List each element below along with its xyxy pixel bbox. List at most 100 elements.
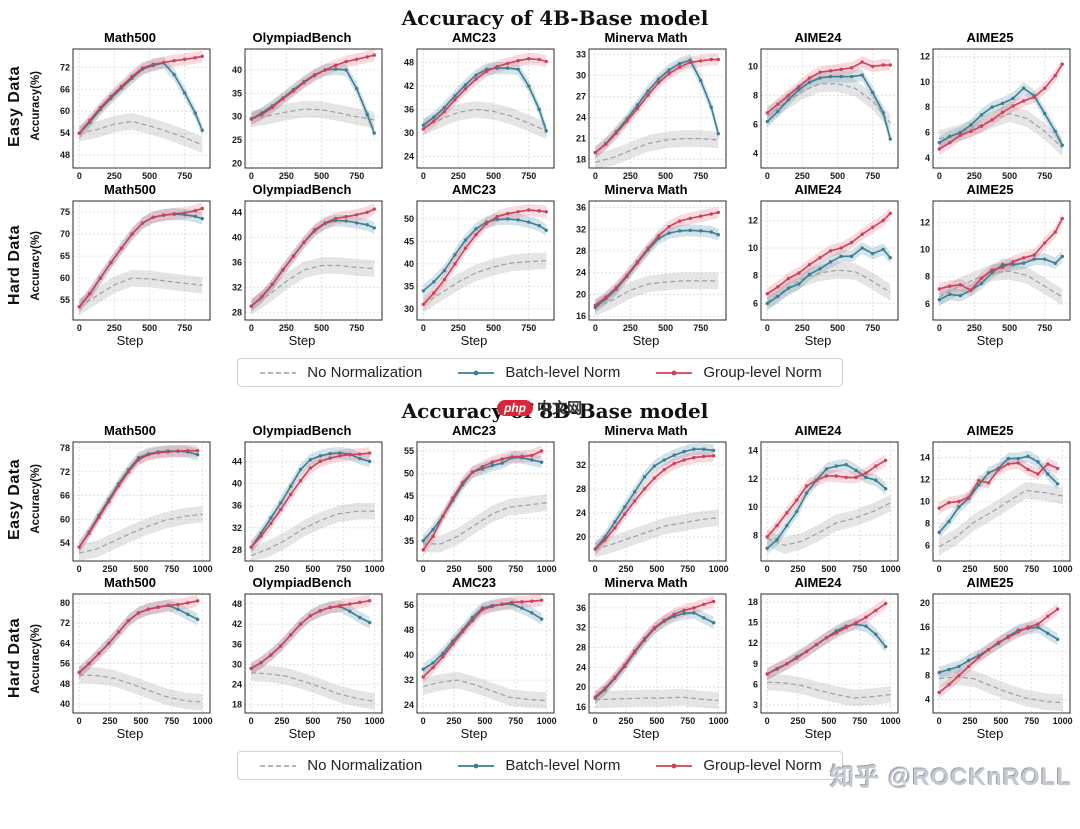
- svg-text:0: 0: [593, 564, 598, 574]
- svg-text:0: 0: [593, 716, 598, 726]
- svg-text:36: 36: [232, 257, 242, 267]
- svg-text:32: 32: [576, 623, 586, 633]
- svg-text:18: 18: [748, 597, 758, 607]
- chart-title: Math500: [103, 423, 157, 438]
- row-easy-data: Easy Data Accuracy(%) Math500 0 250 500 750 48 5…: [2, 30, 1080, 182]
- chart-title: OlympiadBench: [252, 30, 352, 45]
- svg-text:4: 4: [925, 153, 930, 163]
- svg-text:0: 0: [421, 564, 426, 574]
- svg-text:56: 56: [404, 600, 414, 610]
- svg-text:20: 20: [576, 289, 586, 299]
- row-easy-data: Easy Data Accuracy(%) Math500 0 250 500 750 100…: [2, 423, 1080, 575]
- svg-text:1000: 1000: [709, 716, 729, 726]
- svg-text:500: 500: [314, 323, 329, 333]
- legend-label: Group-level Norm: [703, 757, 822, 774]
- svg-text:0: 0: [249, 323, 254, 333]
- svg-text:0: 0: [249, 716, 254, 726]
- chart-plot: 0 250 500 750 1000 40 48 56 64 72 80: [60, 593, 213, 726]
- svg-text:250: 250: [447, 716, 462, 726]
- svg-text:500: 500: [658, 171, 673, 181]
- svg-text:0: 0: [421, 716, 426, 726]
- svg-text:250: 250: [103, 716, 118, 726]
- x-axis-label: Step: [116, 333, 144, 348]
- svg-text:750: 750: [177, 323, 192, 333]
- svg-text:250: 250: [967, 171, 982, 181]
- svg-text:28: 28: [232, 307, 242, 317]
- svg-text:10: 10: [920, 77, 930, 87]
- chart-plot: 0 250 500 750 18 21 24 27 30 33: [576, 48, 727, 181]
- svg-text:500: 500: [142, 323, 157, 333]
- chart-amc23-hard-data: AMC23 0 250 500 750 30 35 40 45 50 Step: [388, 182, 560, 349]
- php-watermark-text: 中文网: [537, 400, 583, 417]
- svg-text:48: 48: [404, 58, 414, 68]
- chart-title: AIME24: [794, 423, 842, 438]
- svg-text:0: 0: [249, 564, 254, 574]
- svg-text:24: 24: [576, 268, 586, 278]
- svg-text:500: 500: [993, 564, 1008, 574]
- section-8b: Accuracy of 8B-Base model Easy Data Accur…: [0, 399, 1080, 780]
- chart-plot: 0 250 500 750 1000 16 20 24 28 32 36: [576, 593, 729, 726]
- svg-text:6: 6: [925, 541, 930, 551]
- svg-text:54: 54: [60, 128, 70, 138]
- svg-text:18: 18: [576, 155, 586, 165]
- svg-text:36: 36: [576, 203, 586, 213]
- svg-text:33: 33: [576, 50, 586, 60]
- chart-title: Math500: [103, 182, 157, 197]
- x-axis-label: Step: [976, 726, 1004, 741]
- svg-text:48: 48: [404, 625, 414, 635]
- svg-text:250: 250: [107, 323, 122, 333]
- chart-plot: 0 250 500 750 1000 3 6 9 12 15 18: [748, 593, 901, 726]
- svg-text:1000: 1000: [193, 716, 213, 726]
- svg-text:40: 40: [404, 650, 414, 660]
- svg-text:750: 750: [852, 716, 867, 726]
- svg-text:28: 28: [576, 484, 586, 494]
- x-axis-label: Step: [804, 726, 832, 741]
- svg-text:28: 28: [576, 246, 586, 256]
- chart-plot: 0 250 500 750 30 35 40 45 50: [404, 200, 555, 333]
- svg-text:75: 75: [60, 207, 70, 217]
- legend-label: No Normalization: [307, 757, 423, 774]
- svg-text:500: 500: [142, 171, 157, 181]
- svg-text:250: 250: [279, 171, 294, 181]
- chart-plot: 0 250 500 750 6 8 10 12: [748, 200, 899, 333]
- legend-item-no-normalization: No Normalization: [258, 364, 422, 381]
- svg-text:250: 250: [623, 323, 638, 333]
- chart-amc23-easy-data: AMC23 0 250 500 750 24 30 36 42 48: [388, 30, 560, 182]
- svg-text:50: 50: [404, 468, 414, 478]
- svg-text:3: 3: [753, 700, 758, 710]
- svg-text:65: 65: [60, 251, 70, 261]
- svg-text:750: 750: [693, 171, 708, 181]
- chart-plot: 0 250 500 750 48 54 60 66 72: [60, 48, 211, 181]
- svg-text:44: 44: [232, 207, 242, 217]
- chart-title: Math500: [103, 30, 157, 45]
- svg-text:250: 250: [275, 564, 290, 574]
- charts-8b: Easy Data Accuracy(%) Math500 0 250 500 750 100…: [0, 423, 1080, 742]
- svg-text:12: 12: [748, 474, 758, 484]
- chart-plot: 0 250 500 750 1000 4 8 12 16 20: [920, 593, 1073, 726]
- svg-text:40: 40: [232, 479, 242, 489]
- x-axis-label: Step: [288, 726, 316, 741]
- chart-title: Minerva Math: [604, 575, 688, 590]
- svg-text:8: 8: [753, 271, 758, 281]
- row-hard-data: Hard Data Accuracy(%) Math500 0 250 500 750 55 6…: [2, 182, 1080, 349]
- x-axis-label: Step: [460, 333, 488, 348]
- chart-plot: 0 250 500 750 16 20 24 28 32 36: [576, 200, 727, 333]
- svg-text:72: 72: [60, 618, 70, 628]
- chart-aime24-easy-data: AIME24 0 250 500 750 1000 8 10 12 14: [732, 423, 904, 575]
- svg-text:24: 24: [576, 508, 586, 518]
- chart-aime24-hard-data: AIME24 0 250 500 750 6 8 10 12 Step: [732, 182, 904, 349]
- svg-text:500: 500: [1002, 171, 1017, 181]
- svg-text:750: 750: [865, 171, 880, 181]
- svg-text:20: 20: [920, 598, 930, 608]
- svg-text:56: 56: [60, 659, 70, 669]
- chart-plot: 0 250 500 750 1000 35 40 45 50 55: [404, 441, 557, 574]
- svg-text:0: 0: [593, 171, 598, 181]
- svg-text:0: 0: [77, 716, 82, 726]
- svg-text:6: 6: [925, 128, 930, 138]
- svg-text:0: 0: [937, 171, 942, 181]
- svg-text:500: 500: [1002, 323, 1017, 333]
- svg-text:24: 24: [404, 151, 414, 161]
- row-label-hard-data: Hard Data: [6, 225, 23, 306]
- svg-text:16: 16: [576, 311, 586, 321]
- svg-text:32: 32: [232, 282, 242, 292]
